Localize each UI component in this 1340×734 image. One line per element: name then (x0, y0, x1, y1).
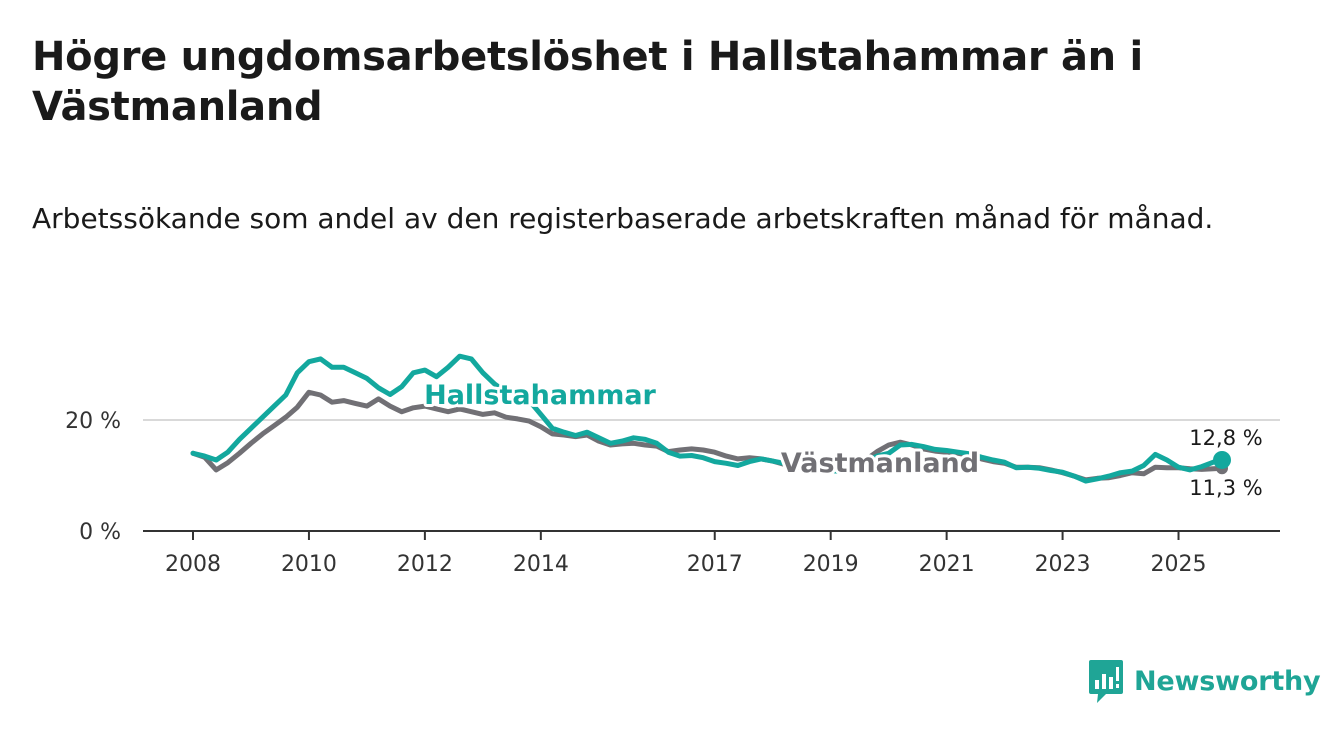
axis-layer: 0 % 20 % 2008 2010 2012 2014 2017 2019 2021 2023 2… (65, 409, 1280, 577)
label-layer: Hallstahammar Västmanland 12,8 % 11,3 % (421, 377, 1265, 502)
chart-subtitle: Arbetssökande som andel av den registerb… (32, 202, 1214, 235)
series-line-hallstahammar (190, 353, 1225, 484)
x-tick-label: 2017 (687, 552, 743, 577)
end-label-vastmanland: 11,3 % (1189, 476, 1262, 500)
end-label-hallstahammar: 12,8 % (1189, 426, 1262, 450)
x-tick-label: 2010 (281, 552, 337, 577)
x-tick-label: 2021 (919, 552, 975, 577)
series-label-vastmanland: Västmanland (781, 448, 979, 479)
x-tick-label: 2023 (1035, 552, 1091, 577)
series-line-vstmanland (190, 389, 1225, 483)
y-tick-label: 20 % (65, 409, 121, 434)
x-tick-label: 2019 (803, 552, 859, 577)
x-tick-label: 2012 (397, 552, 453, 577)
bar-chart-speech-icon (1089, 660, 1123, 703)
x-tick-label: 2014 (513, 552, 569, 577)
chart-title: Högre ungdomsarbetslöshet i Hallstahamma… (32, 34, 1143, 130)
series-layer (190, 353, 1231, 484)
brand-name: Newsworthy (1134, 665, 1321, 697)
x-tick-label: 2008 (165, 552, 221, 577)
x-tick-label: 2025 (1151, 552, 1207, 577)
series-label-hallstahammar: Hallstahammar (424, 380, 656, 411)
y-tick-label: 0 % (79, 520, 121, 545)
newsworthy-logo: Newsworthy (1088, 658, 1321, 704)
end-marker-hallstahammar (1213, 450, 1231, 469)
